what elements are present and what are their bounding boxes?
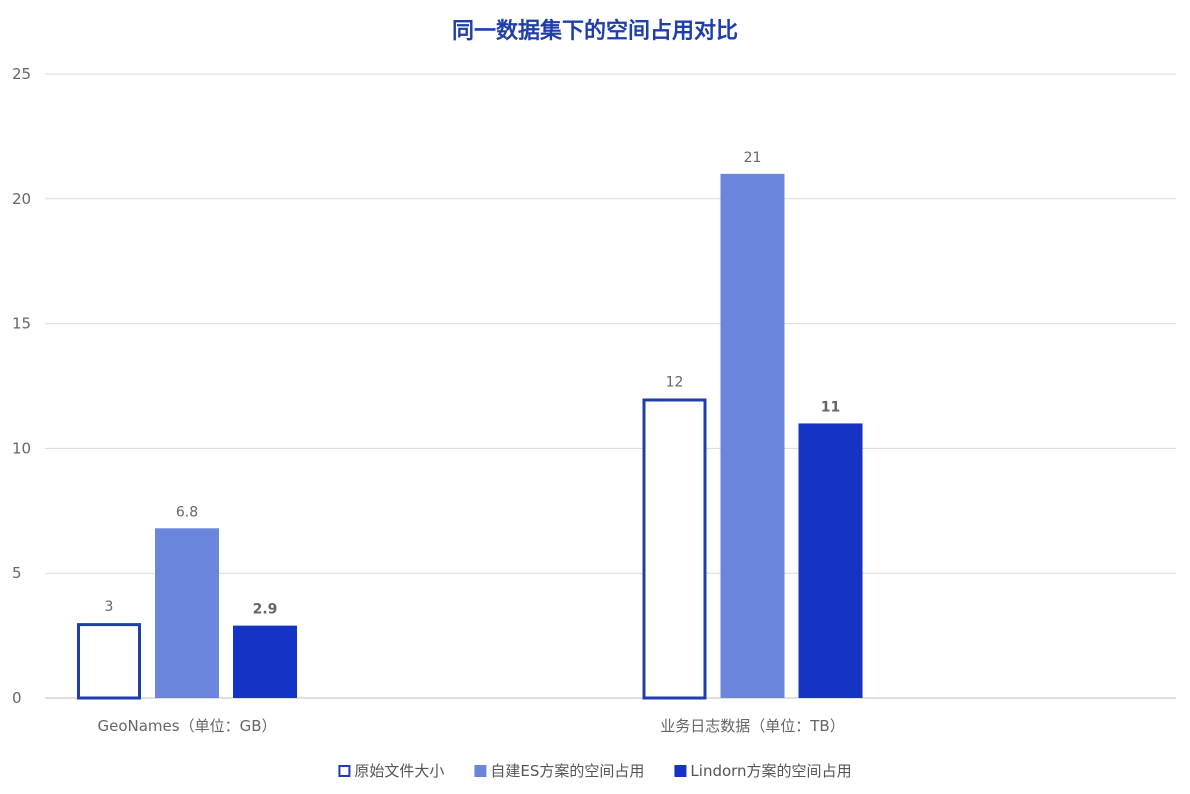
legend-item-3: Lindorn方案的空间占用 — [674, 762, 852, 780]
data-label-1-1: 3 — [105, 599, 114, 615]
legend-swatch-2 — [474, 765, 487, 777]
y-tick-label-15: 15 — [12, 315, 31, 333]
legend-swatch-1 — [338, 765, 351, 777]
legend-label-1: 原始文件大小 — [354, 762, 444, 780]
data-label-2-2: 21 — [744, 150, 762, 166]
bar-1-1 — [77, 623, 141, 700]
legend-item-1: 原始文件大小 — [338, 762, 444, 780]
y-tick-label-20: 20 — [12, 190, 31, 208]
legend-item-2: 自建ES方案的空间占用 — [474, 762, 644, 780]
category-label-2: 业务日志数据（单位：TB） — [660, 717, 844, 735]
bar-2-2 — [720, 173, 785, 699]
category-label-1: GeoNames（单位：GB） — [97, 717, 276, 735]
data-label-3-2: 11 — [821, 399, 840, 415]
bar-3-2 — [798, 423, 863, 698]
y-tick-label-10: 10 — [12, 439, 31, 457]
chart-title: 同一数据集下的空间占用对比 — [452, 18, 738, 44]
bar-1-2 — [642, 398, 707, 700]
bar-3-1 — [233, 625, 297, 698]
legend-label-2: 自建ES方案的空间占用 — [490, 762, 644, 780]
data-label-1-2: 12 — [666, 374, 684, 390]
category-labels: GeoNames（单位：GB） 业务日志数据（单位：TB） — [97, 717, 844, 735]
bars — [77, 173, 863, 700]
y-tick-label-0: 0 — [12, 689, 22, 707]
data-labels: 3 6.8 2.9 12 21 11 — [105, 150, 841, 618]
legend: 原始文件大小 自建ES方案的空间占用 Lindorn方案的空间占用 — [338, 762, 852, 780]
data-label-3-1: 2.9 — [253, 602, 278, 618]
y-tick-label-25: 25 — [12, 65, 31, 83]
data-label-2-1: 6.8 — [176, 504, 198, 520]
bar-2-1 — [155, 528, 219, 698]
y-axis-ticks: 0 5 10 15 20 25 — [12, 65, 31, 707]
legend-label-3: Lindorn方案的空间占用 — [690, 762, 851, 780]
gridlines — [45, 73, 1176, 699]
legend-swatch-3 — [674, 765, 687, 777]
y-tick-label-5: 5 — [12, 564, 22, 582]
